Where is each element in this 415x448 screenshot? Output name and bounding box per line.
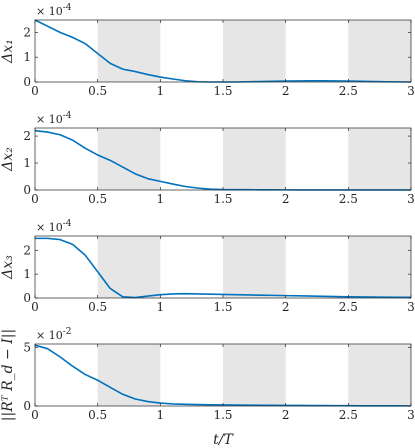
shaded-interval-2 (223, 236, 286, 298)
shaded-interval-3 (348, 20, 411, 82)
y-tick-label: 0 (23, 183, 31, 197)
subplot-1: 0 0.5 1 1.5 2 2.5 3 0 1 2 × 10-4 Δx₁ (0, 3, 415, 98)
shaded-interval-1 (97, 20, 161, 82)
x-tick-label: 0.5 (88, 408, 107, 422)
x-tick-label: 2.5 (339, 408, 358, 422)
shaded-interval-2 (223, 128, 286, 190)
x-axis-label: t/T (213, 432, 234, 448)
y-tick-label: 1 (23, 50, 31, 64)
y-tick-label: 2 (23, 129, 31, 143)
y-tick-label: 5 (23, 341, 31, 355)
x-tick-label: 2.5 (339, 300, 358, 314)
x-tick-label: 2 (282, 408, 290, 422)
y-tick-label: 2 (23, 25, 31, 39)
y-axis-label: Δx₂ (0, 147, 16, 172)
x-tick-label: 1 (157, 300, 165, 314)
y-tick-label: 0 (23, 291, 31, 305)
x-tick-label: 3 (407, 300, 415, 314)
subplot-4: 0 0.5 1 1.5 2 2.5 3 0 5 × 10-2 ||Rᵀ R_d − I|| (0, 327, 415, 422)
x-tick-label: 1 (157, 84, 165, 98)
x-tick-label: 1.5 (213, 408, 232, 422)
subplots-container: 0 0.5 1 1.5 2 2.5 3 0 1 2 × 10-4 Δx₁ 0 0.5 1 1.5 2 2.5 3 0 1… (0, 3, 415, 422)
x-tick-label: 0.5 (88, 84, 107, 98)
y-tick-label: 2 (23, 243, 31, 257)
x-axis-label-text: t/T (213, 432, 234, 448)
subplot-2: 0 0.5 1 1.5 2 2.5 3 0 1 2 × 10-4 Δx₂ (0, 111, 415, 206)
y-tick-label: 0 (23, 75, 31, 89)
y-tick-label: 1 (23, 156, 31, 170)
x-tick-label: 0.5 (88, 300, 107, 314)
x-tick-label: 0 (31, 192, 39, 206)
y-exponent-label: × 10-2 (36, 327, 72, 342)
x-tick-label: 1.5 (213, 192, 232, 206)
shaded-interval-2 (223, 20, 286, 82)
x-tick-label: 0 (31, 84, 39, 98)
shaded-interval-3 (348, 236, 411, 298)
x-tick-label: 1.5 (213, 300, 232, 314)
x-tick-label: 3 (407, 192, 415, 206)
shaded-interval-3 (348, 128, 411, 190)
x-tick-label: 2 (282, 300, 290, 314)
y-axis-label: Δx₃ (0, 255, 16, 280)
y-tick-label: 0 (23, 399, 31, 413)
x-tick-label: 2.5 (339, 192, 358, 206)
x-tick-label: 3 (407, 408, 415, 422)
x-tick-label: 1 (157, 408, 165, 422)
y-exponent-label: × 10-4 (36, 111, 72, 126)
y-axis-label: Δx₁ (0, 39, 16, 64)
subplot-3: 0 0.5 1 1.5 2 2.5 3 0 1 2 × 10-4 Δx₃ (0, 219, 415, 314)
x-tick-label: 2 (282, 84, 290, 98)
x-tick-label: 2 (282, 192, 290, 206)
x-tick-label: 1.5 (213, 84, 232, 98)
y-exponent-label: × 10-4 (36, 219, 72, 234)
x-tick-label: 2.5 (339, 84, 358, 98)
shaded-interval-3 (348, 344, 411, 406)
shaded-interval-1 (97, 344, 161, 406)
x-tick-label: 1 (157, 192, 165, 206)
shaded-interval-1 (97, 236, 161, 298)
y-tick-label: 1 (23, 267, 31, 281)
shaded-interval-2 (223, 344, 286, 406)
y-axis-label: ||Rᵀ R_d − I|| (0, 329, 16, 421)
x-tick-label: 0.5 (88, 192, 107, 206)
x-tick-label: 3 (407, 84, 415, 98)
x-tick-label: 0 (31, 408, 39, 422)
x-tick-label: 0 (31, 300, 39, 314)
y-exponent-label: × 10-4 (36, 3, 72, 18)
